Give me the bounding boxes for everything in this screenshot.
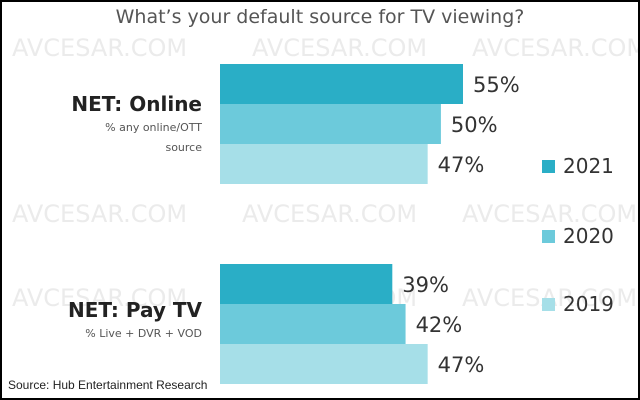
legend-swatch: [542, 230, 555, 243]
legend-label: 2019: [563, 292, 614, 316]
category-label-paytv: NET: Pay TV: [67, 298, 202, 322]
data-label: 47%: [438, 353, 485, 377]
bar-2019-online: [220, 144, 428, 184]
category-label-online: NET: Online: [71, 92, 202, 116]
bar-2019-paytv: [220, 344, 428, 384]
data-label: 42%: [416, 313, 463, 337]
legend-label: 2021: [563, 154, 614, 178]
legend-swatch: [542, 298, 555, 311]
bar-2020-online: [220, 104, 441, 144]
data-label: 47%: [438, 153, 485, 177]
chart-title: What’s your default source for TV viewin…: [115, 6, 525, 28]
bar-2021-paytv: [220, 264, 393, 304]
category-sublabel-online: % any online/OTT: [105, 121, 202, 134]
bar-2021-online: [220, 64, 463, 104]
data-label: 39%: [402, 273, 449, 297]
legend-label: 2020: [563, 224, 614, 248]
category-sublabel-paytv: % Live + DVR + VOD: [85, 327, 202, 340]
legend-swatch: [542, 160, 555, 173]
data-label: 55%: [473, 73, 520, 97]
bar-2020-paytv: [220, 304, 406, 344]
data-label: 50%: [451, 113, 498, 137]
category-sublabel-online: source: [165, 141, 202, 154]
source-note: Source: Hub Entertainment Research: [6, 378, 210, 392]
